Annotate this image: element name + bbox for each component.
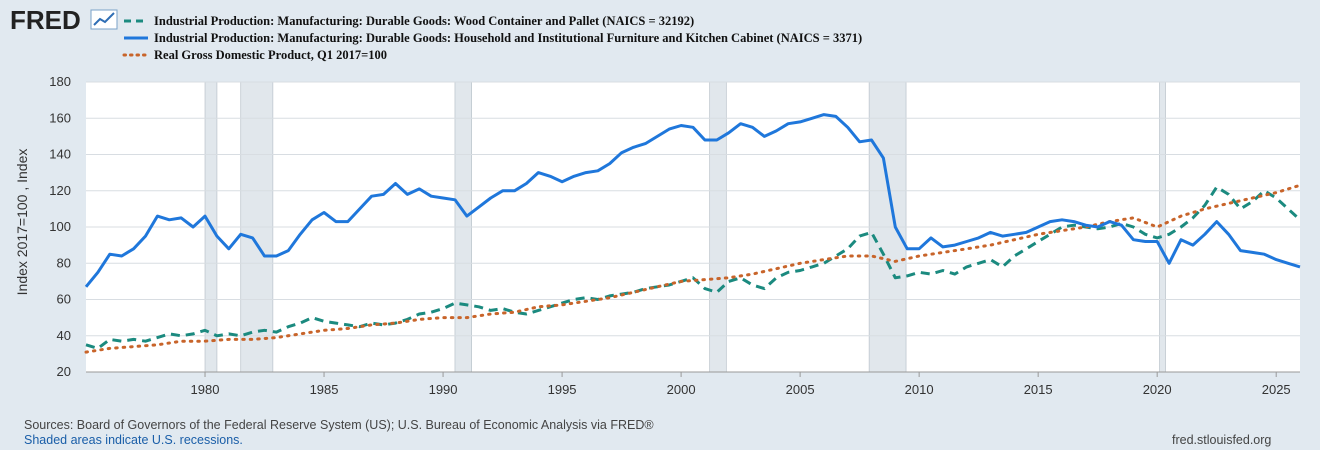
x-tick-label: 2000 (667, 382, 696, 397)
x-tick-label: 1995 (548, 382, 577, 397)
x-tick-label: 2015 (1024, 382, 1053, 397)
y-tick-label: 40 (57, 328, 71, 343)
site-link[interactable]: fred.stlouisfed.org (1172, 433, 1272, 447)
series-line-wood[interactable] (85, 185, 1302, 350)
legend-item-furniture[interactable]: Industrial Production: Manufacturing: Du… (124, 31, 862, 45)
x-tick-label: 1980 (191, 382, 220, 397)
y-tick-label: 120 (49, 183, 71, 198)
y-tick-label: 180 (49, 74, 71, 89)
x-tick-label: 2005 (786, 382, 815, 397)
x-tick-label: 1985 (310, 382, 339, 397)
x-tick-label: 1990 (429, 382, 458, 397)
sources-note: Sources: Board of Governors of the Feder… (24, 418, 654, 432)
recession-note: Shaded areas indicate U.S. recessions. (24, 433, 243, 447)
series-lines (84, 113, 1302, 354)
y-axis: 20 40 60 80 100 120 140 160 180 (49, 74, 71, 379)
y-tick-label: 60 (57, 292, 71, 307)
legend-label-gdp: Real Gross Domestic Product, Q1 2017=100 (154, 48, 387, 62)
y-tick-label: 20 (57, 364, 71, 379)
x-tick-label: 2025 (1262, 382, 1291, 397)
fred-logo[interactable]: FRED (10, 5, 118, 35)
legend-item-gdp[interactable]: Real Gross Domestic Product, Q1 2017=100 (122, 48, 387, 62)
x-tick-label: 2010 (905, 382, 934, 397)
legend-item-wood[interactable]: Industrial Production: Manufacturing: Du… (124, 14, 694, 28)
y-tick-label: 160 (49, 110, 71, 125)
y-axis-title: Index 2017=100 , Index (14, 149, 30, 296)
series-line-gdp[interactable] (84, 183, 1302, 354)
fred-wordmark: FRED (10, 5, 81, 35)
y-tick-label: 80 (57, 255, 71, 270)
y-tick-label: 100 (49, 219, 71, 234)
legend-label-wood: Industrial Production: Manufacturing: Du… (154, 14, 694, 28)
series-line-furniture[interactable] (84, 113, 1301, 288)
legend-label-furniture: Industrial Production: Manufacturing: Du… (154, 31, 862, 45)
legend: Industrial Production: Manufacturing: Du… (122, 14, 862, 62)
x-axis: 1980 1985 1990 1995 2000 2005 2010 2015 2020 2025 (191, 372, 1291, 397)
x-tick-label: 2020 (1143, 382, 1172, 397)
line-chart-icon (90, 9, 118, 30)
y-tick-label: 140 (49, 147, 71, 162)
